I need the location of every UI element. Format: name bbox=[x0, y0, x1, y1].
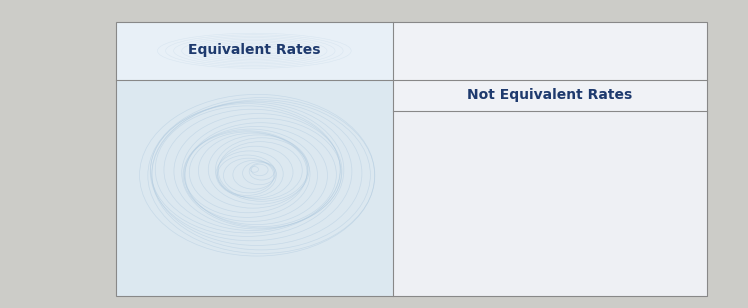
Bar bbox=[393, 22, 707, 111]
Text: Not Equivalent Rates: Not Equivalent Rates bbox=[468, 88, 632, 103]
Bar bbox=[116, 22, 707, 296]
Text: Equivalent Rates: Equivalent Rates bbox=[188, 43, 321, 57]
Bar bbox=[116, 22, 393, 80]
Bar bbox=[116, 80, 393, 296]
Bar bbox=[393, 22, 707, 296]
